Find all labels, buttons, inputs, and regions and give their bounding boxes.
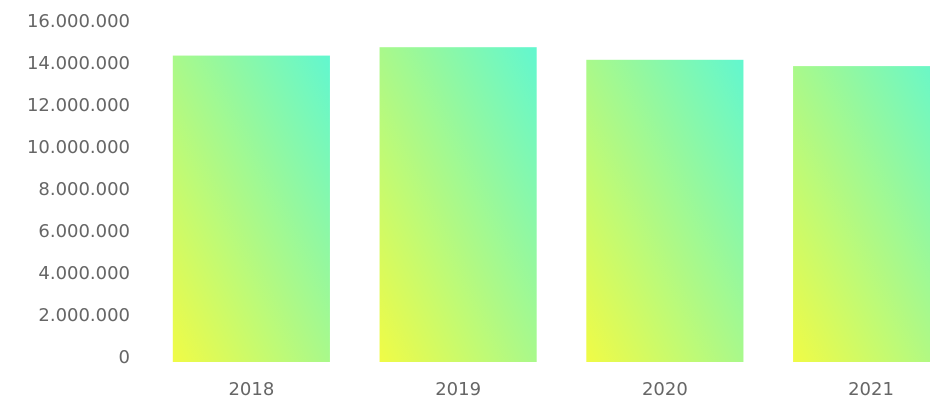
y-tick-label: 6.000.000 (38, 221, 130, 242)
x-tick-label: 2020 (642, 379, 688, 400)
y-tick-label: 10.000.000 (27, 137, 130, 158)
x-tick-label: 2021 (848, 379, 894, 400)
x-tick-label: 2018 (228, 379, 274, 400)
y-tick-label: 8.000.000 (38, 179, 130, 200)
bar (793, 66, 930, 362)
y-tick-label: 4.000.000 (38, 263, 130, 284)
x-tick-label: 2019 (435, 379, 481, 400)
y-tick-label: 16.000.000 (27, 11, 130, 32)
y-tick-label: 14.000.000 (27, 53, 130, 74)
y-tick-label: 0 (119, 347, 130, 368)
bar (586, 59, 744, 363)
bar (379, 47, 537, 362)
bar (172, 55, 330, 362)
y-tick-label: 2.000.000 (38, 305, 130, 326)
y-tick-label: 12.000.000 (27, 95, 130, 116)
